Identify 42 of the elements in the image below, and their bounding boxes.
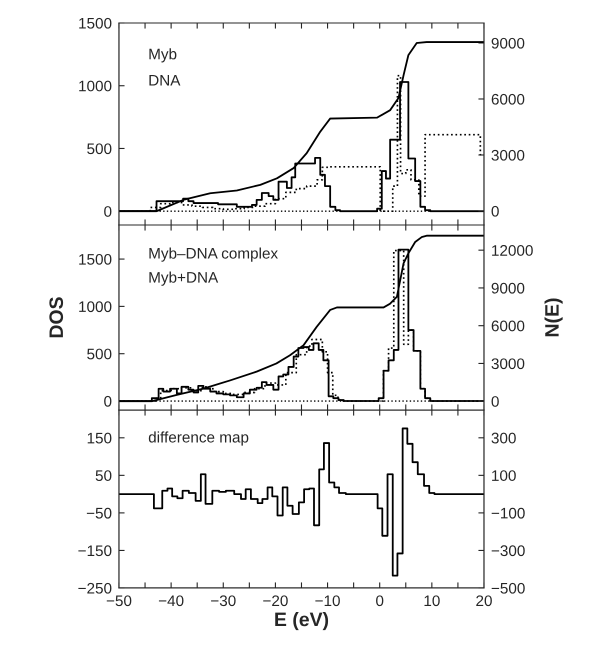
y2-tick-label: 0 — [492, 396, 499, 407]
annotation: difference map — [148, 431, 248, 446]
annotation: Myb — [149, 48, 176, 62]
y2-tick-label: 300 — [492, 432, 516, 444]
y2-tick-label: −500 — [492, 582, 525, 594]
y-tick-label: 500 — [87, 348, 112, 360]
y2-tick-label: 0 — [492, 206, 499, 217]
y2-tick-label: 3000 — [492, 150, 524, 161]
x-tick-label: −20 — [263, 595, 288, 606]
y-tick-label: 1000 — [79, 80, 112, 92]
y-tick-label: 1500 — [79, 254, 112, 265]
annotation: Myb–DNA complex — [149, 247, 278, 262]
annotation: Myb+DNA — [149, 272, 218, 286]
y-tick-label: −50 — [86, 508, 112, 519]
y2-tick-label: 100 — [492, 470, 516, 482]
y2-tick-label: 6000 — [492, 94, 524, 105]
x-tick-label: −40 — [158, 595, 184, 606]
x-tick-label: 0 — [376, 595, 384, 606]
x-tick-label: −30 — [211, 595, 236, 606]
y-tick-label: 50 — [96, 470, 112, 482]
y-tick-label: −250 — [78, 582, 112, 594]
x-axis-title: E (eV) — [275, 612, 328, 630]
y-tick-label: 150 — [88, 432, 112, 444]
annotation: DNA — [149, 75, 180, 86]
y-tick-label: 500 — [87, 143, 112, 154]
x-tick-label: −10 — [315, 595, 340, 606]
y-axis-title: DOS — [49, 297, 64, 338]
y-tick-label: 1500 — [79, 18, 112, 29]
x-tick-label: 20 — [476, 595, 492, 606]
y-tick-label: 0 — [104, 396, 112, 407]
y2-tick-label: 6000 — [492, 320, 524, 332]
y2-tick-label: 9000 — [492, 282, 524, 294]
y2-axis-title: N(E) — [544, 298, 563, 336]
y2-tick-label: 12000 — [492, 245, 533, 256]
y-tick-label: 0 — [104, 206, 112, 217]
y2-tick-label: −100 — [492, 508, 525, 519]
y2-tick-label: 3000 — [492, 358, 524, 370]
y2-tick-label: −300 — [492, 545, 525, 556]
y2-tick-label: 9000 — [492, 38, 524, 49]
x-tick-label: 10 — [424, 595, 440, 606]
y-tick-label: 1000 — [79, 301, 112, 312]
y-tick-label: −150 — [78, 545, 112, 556]
